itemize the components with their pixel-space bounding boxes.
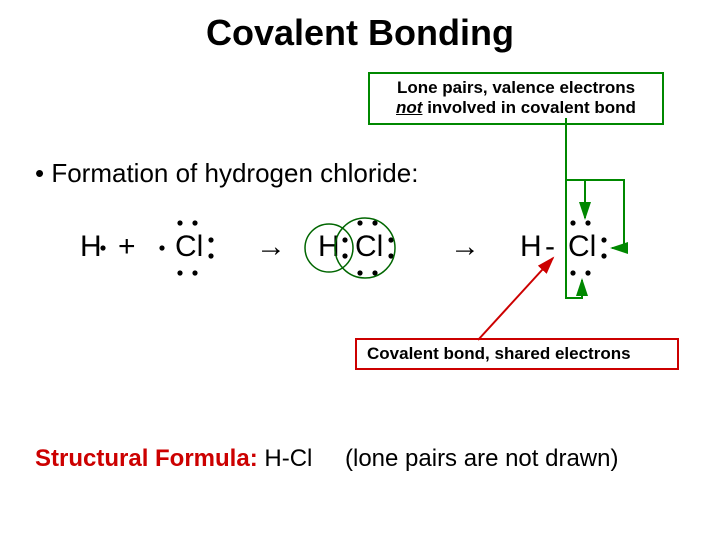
callout-lone-rest: involved in covalent bond (422, 98, 635, 117)
bullet-text: Formation of hydrogen chloride: (51, 158, 418, 188)
arrow-1: → (256, 230, 286, 264)
structural-formula-value: H-Cl (264, 445, 312, 472)
callout-covalent-text: Covalent bond, shared electrons (367, 344, 631, 363)
atom-cl-right: Cl (568, 230, 596, 264)
arrow-2: → (450, 230, 480, 264)
paren-note: (lone pairs are not drawn) (345, 445, 618, 473)
structural-formula-label: Structural Formula: (35, 445, 258, 472)
atom-cl-left: Cl (175, 230, 203, 264)
callout-lone-pairs: Lone pairs, valence electrons not involv… (368, 72, 664, 125)
atom-h-left: H (80, 230, 102, 264)
atom-h-mid: H (318, 230, 340, 264)
callout-lone-not: not (396, 98, 422, 117)
structural-formula-line: Structural Formula: H-Cl (35, 445, 312, 473)
atom-h-right: H (520, 230, 542, 264)
atom-cl-mid: Cl (355, 230, 383, 264)
callout-covalent-bond: Covalent bond, shared electrons (355, 338, 679, 370)
bullet-formation: • Formation of hydrogen chloride: (35, 158, 418, 189)
bond-dash: - (545, 230, 555, 264)
page-title: Covalent Bonding (0, 12, 720, 54)
callout-lone-line1: Lone pairs, valence electrons (397, 78, 635, 97)
plus-symbol: + (118, 230, 136, 264)
